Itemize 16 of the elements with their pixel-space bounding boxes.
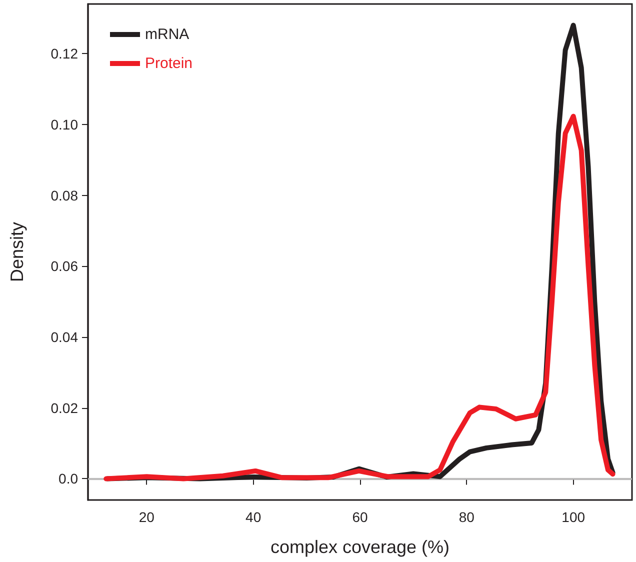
legend-label: Protein — [145, 55, 193, 72]
x-tick-label: 20 — [138, 509, 155, 525]
y-tick-label: 0.08 — [50, 187, 78, 204]
y-tick-label: 0.02 — [50, 400, 78, 416]
legend-label: mRNA — [145, 26, 190, 43]
y-tick-label: 0.04 — [50, 329, 78, 346]
x-axis-title: complex coverage (%) — [270, 537, 450, 557]
y-tick-label: 0.0 — [58, 470, 78, 487]
y-tick-label: 0.12 — [50, 46, 78, 62]
x-tick-label: 100 — [562, 509, 586, 525]
x-tick-label: 60 — [352, 509, 368, 525]
x-tick-label: 80 — [458, 509, 475, 525]
x-tick-label: 40 — [246, 509, 262, 525]
y-tick-label: 0.06 — [50, 258, 78, 274]
y-tick-label: 0.10 — [50, 116, 78, 132]
y-axis-title: Density — [7, 222, 27, 282]
